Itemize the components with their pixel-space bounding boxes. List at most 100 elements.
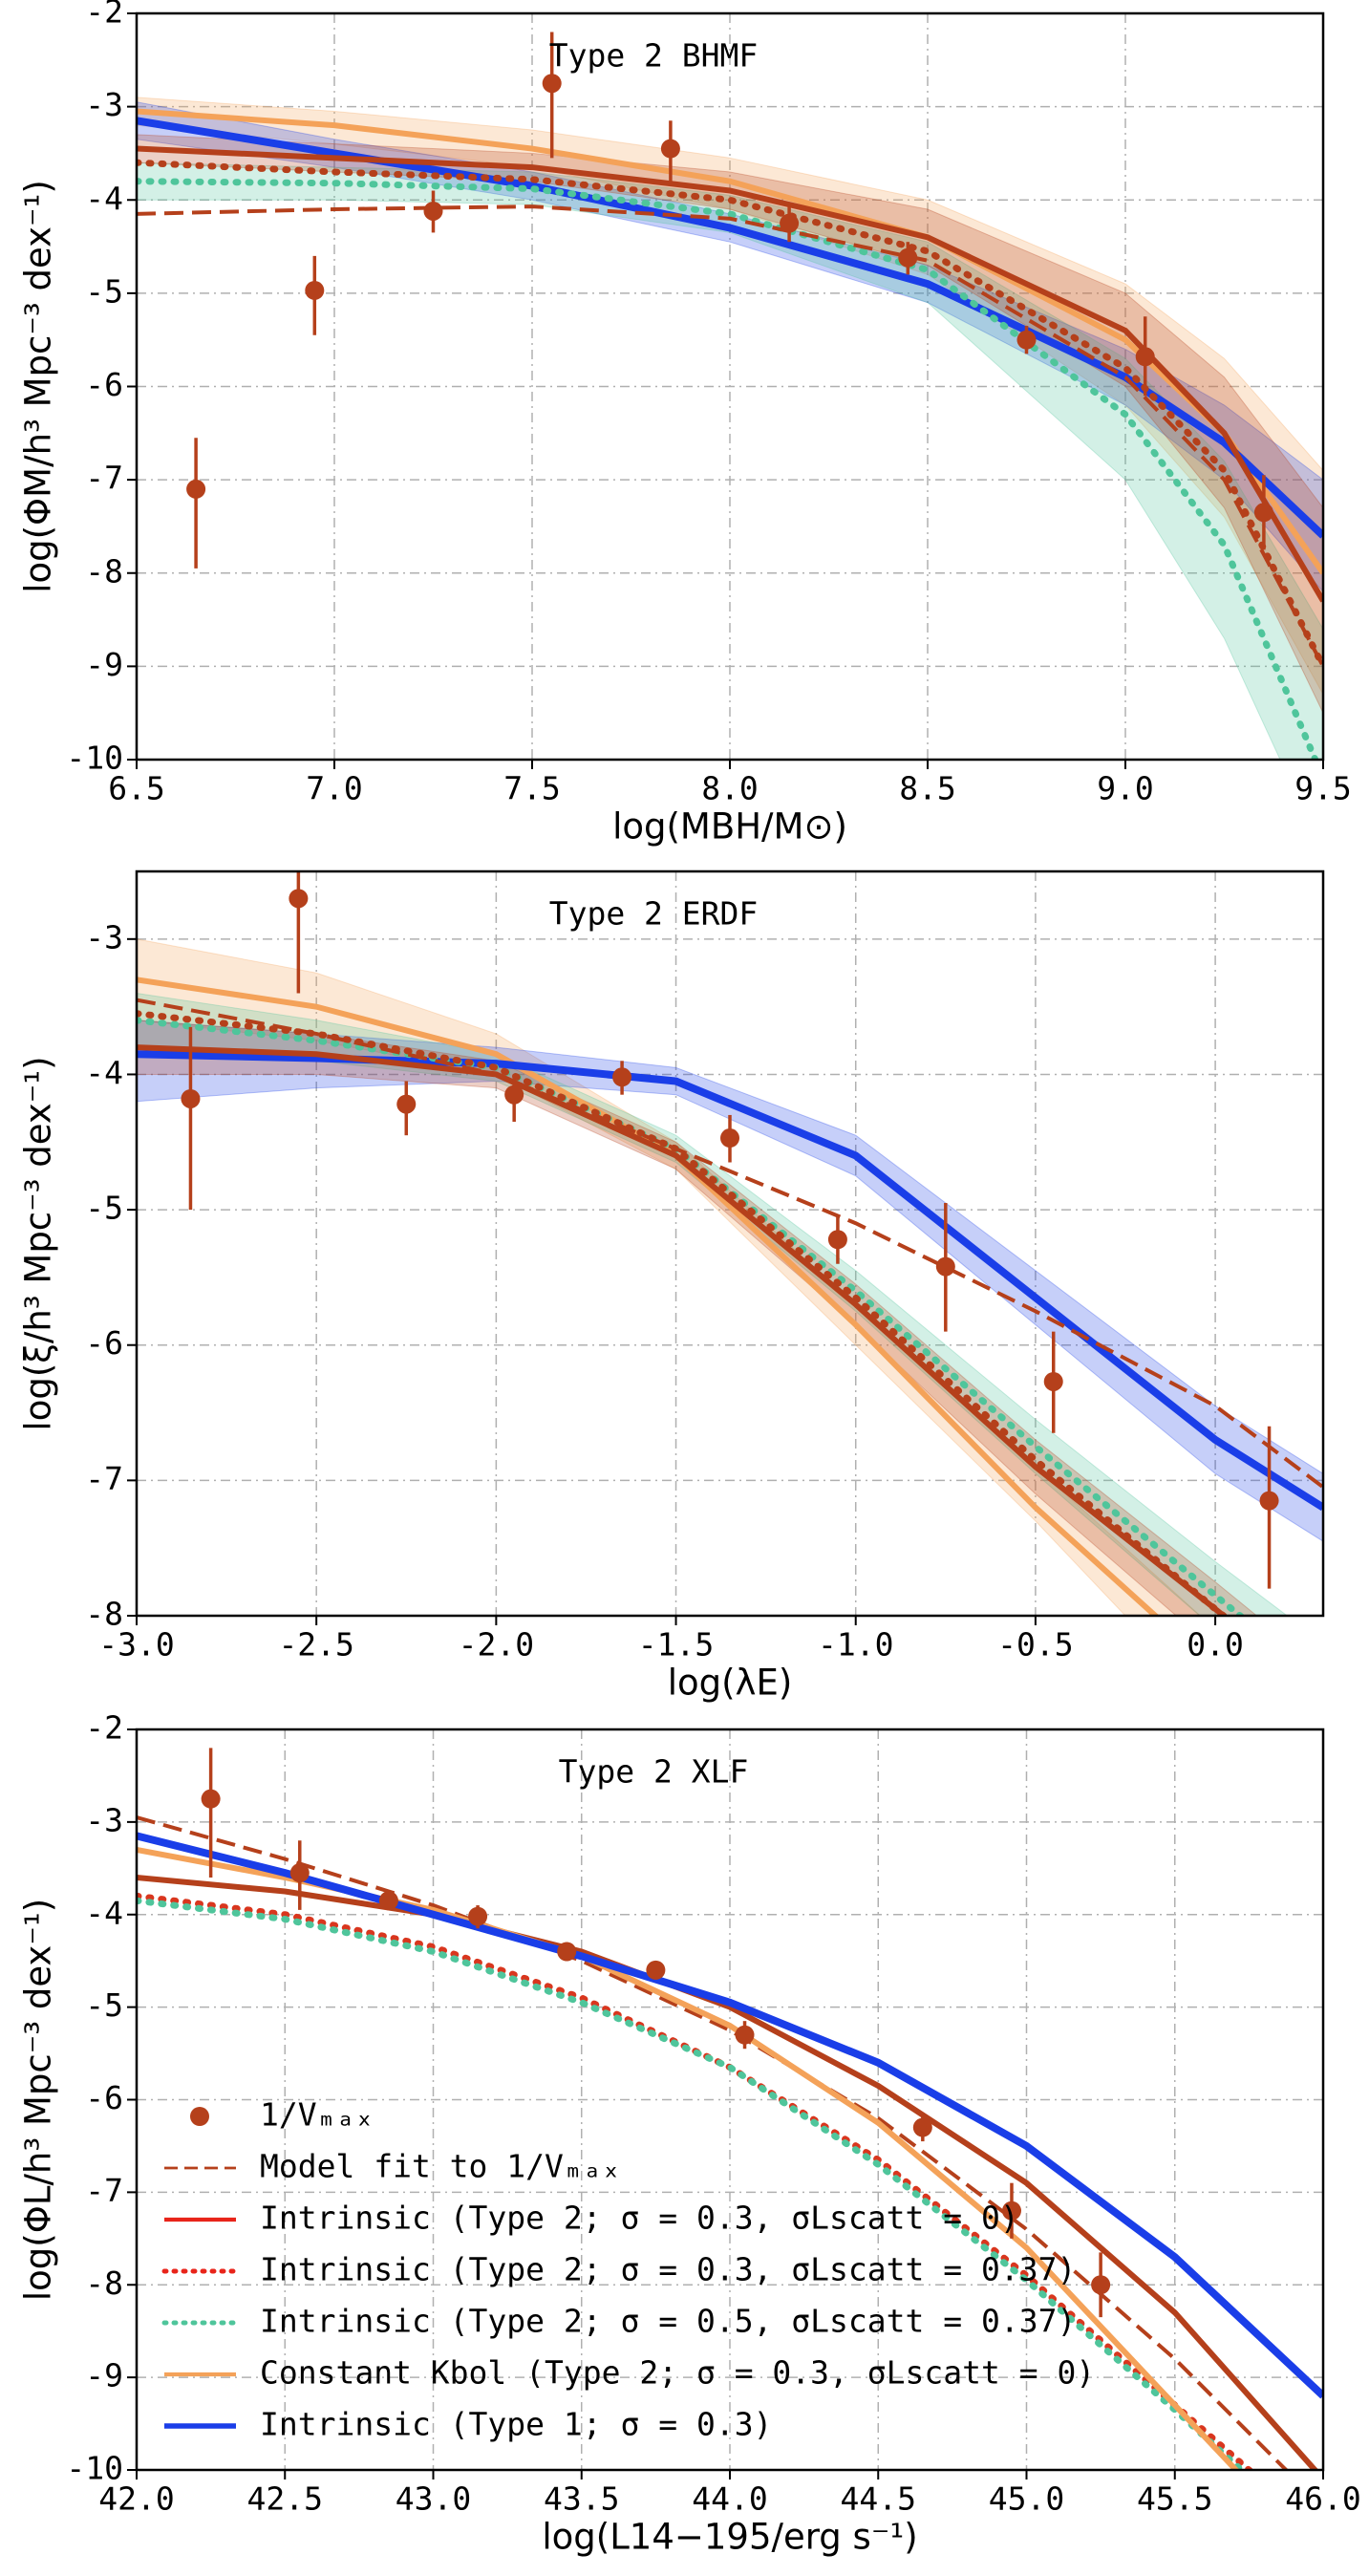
plot-area <box>137 1748 1323 2470</box>
data-point <box>646 1960 666 1980</box>
x-tick-label: -2.0 <box>459 1626 534 1664</box>
series-line <box>137 1897 1247 2470</box>
y-tick-label: -2 <box>85 0 123 31</box>
plot-area <box>137 32 1323 760</box>
data-point <box>378 1891 398 1911</box>
axes-frame <box>135 869 1325 1618</box>
y-tick-label: -9 <box>85 646 123 683</box>
chart-title: Type 2 ERDF <box>549 895 759 933</box>
data-point <box>612 1067 632 1087</box>
panel: 6.5 7.0 7.5 8.0 8.5 9.0 9.5 -10 -9 -8 -7 -6 -5 -4 -3 -2… <box>18 0 1352 848</box>
legend-label: Constant Kbol (Type 2; σ = 0.3, σLscatt … <box>260 2354 1095 2392</box>
data-point <box>780 213 800 233</box>
data-point <box>1001 2200 1021 2221</box>
chart-title: Type 2 BHMF <box>549 37 759 75</box>
data-point <box>542 74 562 94</box>
x-tick-label: 46.0 <box>1285 2480 1360 2518</box>
chart-title: Type 2 XLF <box>559 1753 749 1791</box>
x-tick-label: 8.5 <box>899 770 956 807</box>
data-point <box>935 1256 955 1277</box>
x-tick-label: 7.5 <box>503 770 561 807</box>
y-tick-label: -5 <box>85 1986 123 2024</box>
data-point <box>1016 330 1037 350</box>
axes-frame <box>135 1728 1325 2472</box>
y-tick-label: -3 <box>85 86 123 123</box>
y-tick-label: -10 <box>66 2450 123 2487</box>
x-tick-label: 45.5 <box>1137 2480 1212 2518</box>
x-tick-label: 9.0 <box>1097 770 1154 807</box>
x-tick-label: 8.0 <box>701 770 759 807</box>
x-tick-label: -2.5 <box>278 1626 353 1664</box>
data-point <box>660 139 680 159</box>
series-line <box>137 145 1323 603</box>
data-point <box>201 1789 221 1809</box>
series-line <box>137 204 1323 668</box>
legend-marker <box>190 2107 209 2126</box>
panel: -3.0 -2.5 -2.0 -1.5 -1.0 -0.5 0.0 -8 -7 -6 -5 -4 -3 T… <box>18 869 1325 1704</box>
x-tick-label: 0.0 <box>1187 1626 1244 1664</box>
y-axis-label: log(ΦM/h³ Mpc⁻³ dex⁻¹) <box>18 180 59 593</box>
legend-label: 1/Vₘₐₓ <box>260 2096 374 2134</box>
plot-area <box>137 871 1323 1616</box>
data-point <box>827 1230 847 1250</box>
x-tick-label: -3.0 <box>98 1626 174 1664</box>
y-tick-label: -6 <box>85 1324 123 1362</box>
data-point <box>720 1128 739 1148</box>
x-tick-label: -1.0 <box>818 1626 893 1664</box>
y-tick-label: -4 <box>85 1894 123 1931</box>
band <box>137 938 1202 1616</box>
data-point <box>1091 2275 1111 2295</box>
series-line <box>137 159 1323 670</box>
panel: 42.0 42.5 43.0 43.5 44.0 44.5 45.0 45.5 46.0 -10 -… <box>18 1709 1361 2558</box>
axes-frame <box>135 11 1325 762</box>
y-tick-label: -7 <box>85 460 123 497</box>
data-point <box>1043 1371 1063 1391</box>
x-tick-label: 43.5 <box>544 2480 619 2518</box>
x-tick-label: 42.0 <box>98 2480 174 2518</box>
band <box>137 1020 1323 1542</box>
data-point <box>186 479 206 499</box>
band <box>137 97 1323 696</box>
legend-label: Intrinsic (Type 2; σ = 0.3, σLscatt = 0.… <box>260 2251 1076 2288</box>
y-tick-label: -4 <box>85 1054 123 1091</box>
data-point <box>305 280 325 300</box>
series-line <box>137 1875 1319 2470</box>
x-tick-label: 44.0 <box>692 2480 767 2518</box>
series-line <box>137 1044 1229 1616</box>
legend-label: Intrinsic (Type 2; σ = 0.3, σLscatt = 0) <box>260 2200 1019 2237</box>
band <box>137 134 1323 714</box>
data-point <box>423 201 443 221</box>
y-tick-label: -3 <box>85 918 123 955</box>
series-line <box>137 977 1160 1616</box>
y-tick-label: -5 <box>85 1190 123 1227</box>
x-tick-label: 44.5 <box>841 2480 916 2518</box>
x-axis-label: log(L14−195/erg s⁻¹) <box>542 2517 917 2558</box>
x-axis-label: log(MBH/M⊙) <box>612 806 847 848</box>
y-tick-label: -5 <box>85 272 123 310</box>
x-tick-label: 6.5 <box>108 770 165 807</box>
series-line <box>137 1815 1290 2470</box>
y-axis-label: log(ΦL/h³ Mpc⁻³ dex⁻¹) <box>18 1899 59 2301</box>
data-point <box>1253 503 1273 523</box>
x-axis-label: log(λE) <box>668 1663 793 1704</box>
series-line <box>137 1017 1246 1616</box>
legend-label: Intrinsic (Type 1; σ = 0.3) <box>260 2406 772 2443</box>
data-point <box>1259 1491 1279 1511</box>
series-line <box>137 998 1323 1490</box>
data-point <box>289 889 309 909</box>
data-point <box>898 247 918 268</box>
x-tick-label: 42.5 <box>247 2480 323 2518</box>
y-tick-label: -7 <box>85 1460 123 1497</box>
y-tick-label: -4 <box>85 180 123 217</box>
series-line <box>137 178 1319 760</box>
data-point <box>396 1094 417 1114</box>
legend-label: Model fit to 1/Vₘₐₓ <box>260 2148 621 2185</box>
y-axis-label: log(ξ/h³ Mpc⁻³ dex⁻¹) <box>18 1056 59 1430</box>
band <box>137 161 1323 760</box>
data-point <box>557 1942 577 1962</box>
y-tick-label: -9 <box>85 2357 123 2394</box>
x-tick-label: 9.5 <box>1294 770 1352 807</box>
y-tick-label: -8 <box>85 1596 123 1633</box>
legend: 1/Vₘₐₓ Model fit to 1/Vₘₐₓ Intrinsic (Type… <box>161 2096 1095 2443</box>
y-tick-label: -8 <box>85 2265 123 2302</box>
